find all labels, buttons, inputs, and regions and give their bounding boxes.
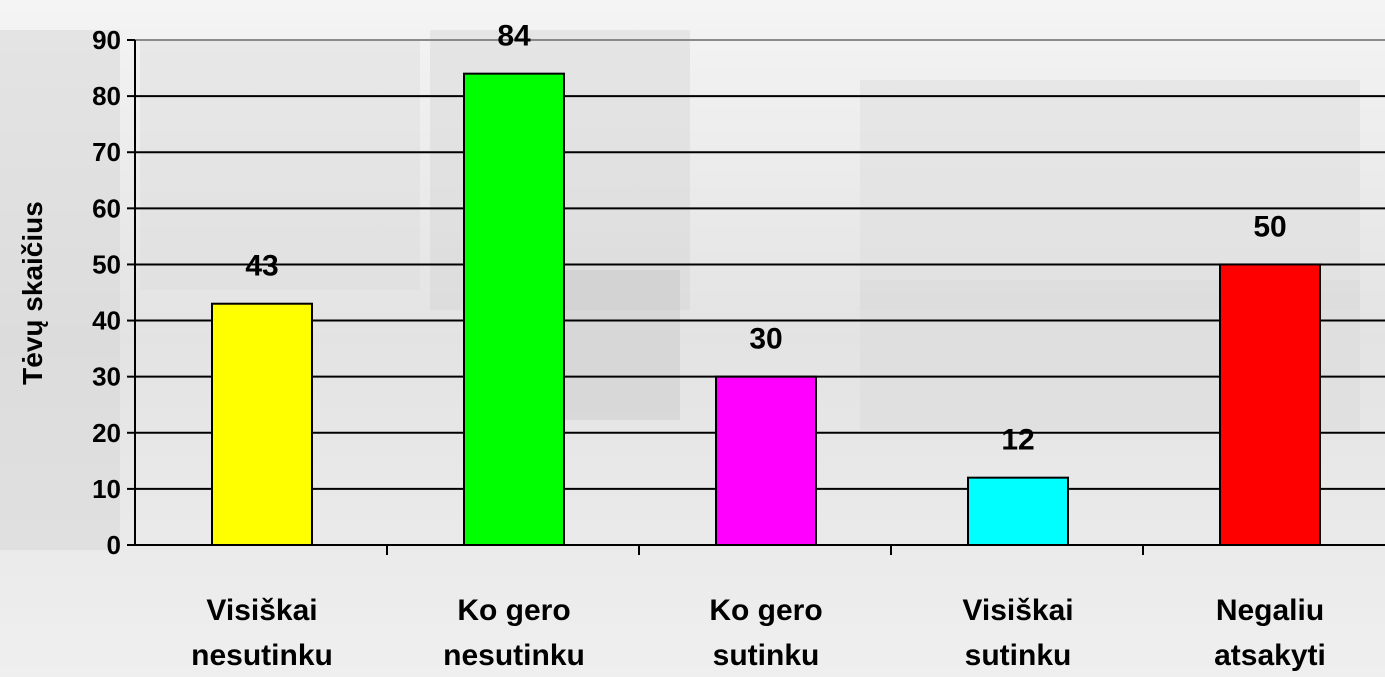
data-label: 50 (1253, 210, 1286, 243)
x-tick-label: Visiškai (962, 594, 1073, 627)
data-label: 30 (749, 323, 782, 356)
x-tick-label: sutinku (965, 639, 1072, 672)
labels: 0 10 20 30 40 50 60 70 80 90 43 Visiškai nesutinku 84… (92, 20, 1326, 672)
y-tick-label: 80 (92, 81, 121, 111)
y-tick-label: 90 (92, 25, 121, 55)
y-tick-label: 0 (107, 530, 121, 560)
data-label: 12 (1001, 424, 1034, 457)
x-tick-label: nesutinku (443, 639, 585, 672)
x-tick-label: Ko gero (457, 594, 570, 627)
x-tick-label: Negaliu (1216, 594, 1324, 627)
x-tick-label: Visiškai (206, 594, 317, 627)
bar (1219, 263, 1321, 546)
bar (967, 476, 1069, 546)
data-label: 84 (497, 20, 531, 53)
y-tick-label: 10 (92, 474, 121, 504)
y-axis-title: Tėvų skaičius (17, 201, 48, 385)
x-tick-label: atsakyti (1214, 639, 1326, 672)
y-tick-label: 40 (92, 306, 121, 336)
x-tick-label: nesutinku (191, 639, 333, 672)
y-tick-label: 70 (92, 137, 121, 167)
data-label: 43 (245, 250, 278, 283)
y-tick-label: 60 (92, 193, 121, 223)
axes (127, 39, 1385, 555)
x-tick-label: Ko gero (709, 594, 822, 627)
y-tick-label: 30 (92, 362, 121, 392)
x-tick-label: sutinku (713, 639, 820, 672)
bars (211, 72, 1321, 547)
bar (463, 72, 565, 547)
bar (211, 302, 313, 546)
y-tick-label: 50 (92, 249, 121, 279)
y-tick-label: 20 (92, 418, 121, 448)
bar (715, 375, 817, 546)
